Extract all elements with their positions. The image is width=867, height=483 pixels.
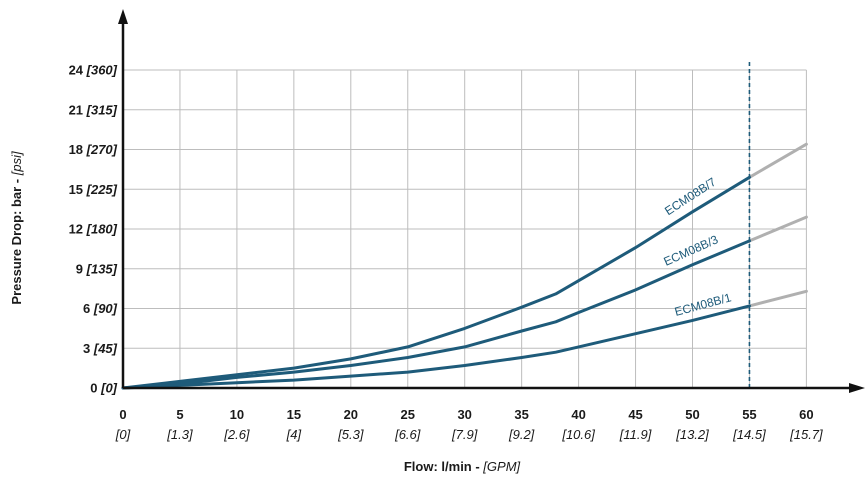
y-tick-bar: 3 — [83, 341, 94, 356]
y-tick-label: 3 [45] — [83, 341, 118, 356]
y-tick-label: 18 [270] — [69, 142, 118, 157]
series-label: ECM08B/3 — [662, 232, 721, 269]
y-axis-title: Pressure Drop: bar - [psi] — [9, 151, 24, 305]
y-tick-bar: 12 — [69, 222, 87, 237]
x-tick-label: 45 — [628, 407, 642, 422]
y-tick-bar: 0 — [90, 381, 101, 396]
x-tick-gpm-label: [0] — [115, 427, 131, 442]
x-tick-gpm-label: [13.2] — [675, 427, 709, 442]
y-tick-bar: 15 — [69, 182, 87, 197]
series-line — [121, 175, 751, 390]
y-tick-bar: 18 — [69, 142, 87, 157]
x-tick-label: 15 — [287, 407, 301, 422]
x-tick-gpm-label: [4] — [286, 427, 302, 442]
y-tick-label: 24 [360] — [69, 63, 118, 78]
x-tick-gpm-label: [5.3] — [337, 427, 364, 442]
x-tick-label: 40 — [571, 407, 585, 422]
x-tick-gpm-label: [9.2] — [508, 427, 535, 442]
series-label: ECM08B/1 — [673, 290, 733, 319]
x-tick-gpm-label: [1.3] — [166, 427, 193, 442]
y-tick-label: 12 [180] — [69, 222, 118, 237]
series-extension — [748, 289, 808, 308]
series-extension — [748, 142, 808, 179]
x-tick-gpm-label: [10.6] — [561, 427, 595, 442]
y-tick-label: 6 [90] — [83, 301, 118, 316]
x-tick-gpm-label: [2.6] — [223, 427, 250, 442]
x-tick-label: 55 — [742, 407, 756, 422]
y-tick-psi: [135] — [86, 261, 118, 276]
x-tick-label: 10 — [230, 407, 244, 422]
y-tick-bar: 9 — [76, 261, 87, 276]
series-line — [121, 304, 751, 390]
y-axis-title-unit: [psi] — [9, 151, 24, 176]
x-tick-gpm-label: [7.9] — [451, 427, 478, 442]
y-tick-psi: [90] — [93, 301, 118, 316]
x-tick-label: 35 — [514, 407, 528, 422]
y-tick-psi: [360] — [86, 63, 118, 78]
y-tick-bar: 21 — [69, 102, 87, 117]
y-tick-label: 21 [315] — [69, 102, 118, 117]
x-axis-title-unit: [GPM] — [482, 459, 520, 474]
y-tick-psi: [45] — [93, 341, 118, 356]
series-extension — [748, 215, 808, 243]
y-tick-psi: [225] — [86, 182, 118, 197]
y-tick-bar: 24 — [69, 63, 87, 78]
x-tick-label: 50 — [685, 407, 699, 422]
grid — [123, 69, 807, 388]
y-tick-psi: [0] — [100, 381, 118, 396]
y-axis-arrow — [118, 9, 128, 24]
x-tick-label: 60 — [799, 407, 813, 422]
y-tick-psi: [270] — [86, 142, 118, 157]
x-tick-label: 0 — [119, 407, 126, 422]
x-tick-label: 5 — [176, 407, 183, 422]
x-tick-gpm-label: [6.6] — [394, 427, 421, 442]
y-axis-title-main: Pressure Drop: bar - — [9, 175, 24, 304]
x-tick-gpm-label: [11.9] — [619, 427, 652, 442]
x-axis-title: Flow: l/min - [GPM] — [404, 459, 521, 474]
series-line — [121, 239, 751, 390]
y-tick-bar: 6 — [83, 301, 94, 316]
x-tick-gpm-label: [15.7] — [789, 427, 823, 442]
x-tick-gpm-label: [14.5] — [732, 427, 766, 442]
tick-labels: 0 [0] 3 [45] 6 [90] 9 [135] 12 [180] 15 [225]… — [69, 63, 823, 443]
x-axis-arrow — [849, 383, 865, 393]
x-tick-label: 30 — [457, 407, 471, 422]
x-tick-label: 20 — [344, 407, 358, 422]
y-tick-psi: [180] — [86, 222, 118, 237]
axes — [118, 9, 865, 393]
y-tick-label: 9 [135] — [76, 261, 118, 276]
x-axis-title-main: Flow: l/min - — [404, 459, 483, 474]
x-tick-label: 25 — [401, 407, 415, 422]
y-tick-psi: [315] — [86, 102, 118, 117]
y-tick-label: 15 [225] — [69, 182, 118, 197]
y-tick-label: 0 [0] — [90, 381, 117, 396]
